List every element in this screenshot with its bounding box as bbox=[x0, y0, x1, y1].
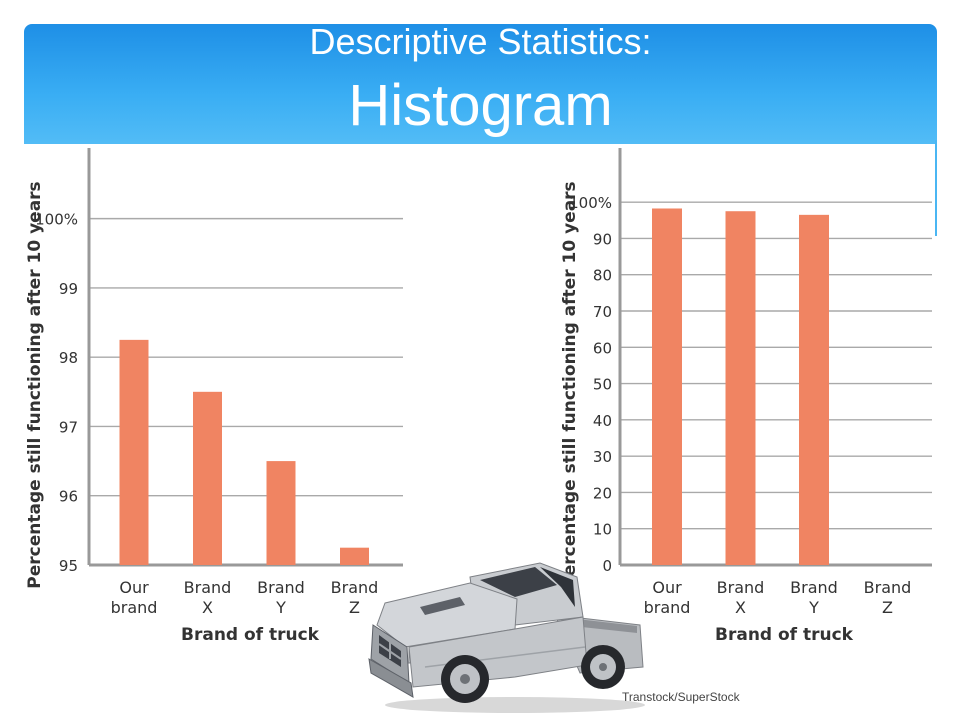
y-tick-label: 80 bbox=[593, 267, 612, 285]
x-tick-label: Our bbox=[119, 578, 149, 597]
bar bbox=[119, 339, 149, 565]
y-tick-label: 90 bbox=[593, 230, 612, 248]
y-tick-label: 98 bbox=[59, 349, 78, 367]
x-tick-label: Our bbox=[652, 578, 682, 597]
bar bbox=[652, 208, 682, 565]
y-tick-label: 70 bbox=[593, 303, 612, 321]
y-tick-label: 0 bbox=[602, 557, 612, 575]
y-tick-label: 99 bbox=[59, 280, 78, 298]
bar bbox=[799, 214, 829, 565]
photo-credit: Transtock/SuperStock bbox=[622, 690, 740, 704]
x-tick-label: Z bbox=[882, 598, 893, 617]
x-axis-title: Brand of truck bbox=[715, 625, 854, 645]
x-axis-title: Brand of truck bbox=[181, 625, 320, 645]
slide-title: Descriptive Statistics: bbox=[309, 21, 652, 62]
bar bbox=[340, 547, 369, 565]
y-tick-label: 20 bbox=[593, 484, 612, 502]
bar bbox=[193, 391, 222, 565]
x-tick-label: Brand bbox=[790, 578, 838, 597]
slide-subtitle: Histogram bbox=[348, 73, 613, 138]
x-tick-label: X bbox=[202, 598, 213, 617]
pickup-truck-photo bbox=[368, 562, 645, 713]
y-axis-title: Percentage still functioning after 10 ye… bbox=[560, 181, 580, 588]
y-tick-label: 96 bbox=[59, 488, 78, 506]
y-tick-label: 100% bbox=[569, 194, 612, 212]
x-tick-label: Brand bbox=[717, 578, 765, 597]
y-tick-label: 10 bbox=[593, 521, 612, 539]
y-tick-label: 40 bbox=[593, 412, 612, 430]
x-tick-label: Y bbox=[808, 598, 819, 617]
y-tick-label: 50 bbox=[593, 376, 612, 394]
banner-edge bbox=[935, 140, 937, 236]
histogram-full-scale: 0102030405060708090100%OurbrandBrandXBra… bbox=[560, 148, 932, 645]
y-axis-title: Percentage still functioning after 10 ye… bbox=[25, 181, 45, 588]
y-tick-label: 60 bbox=[593, 339, 612, 357]
y-tick-label: 30 bbox=[593, 448, 612, 466]
x-tick-label: Brand bbox=[331, 578, 379, 597]
bar bbox=[266, 461, 296, 565]
x-tick-label: X bbox=[735, 598, 746, 617]
y-tick-label: 100% bbox=[35, 211, 78, 229]
x-tick-label: Brand bbox=[257, 578, 305, 597]
y-tick-label: 95 bbox=[59, 557, 78, 575]
histogram-zoomed: 9596979899100%OurbrandBrandXBrandYBrandZ… bbox=[25, 148, 403, 645]
x-tick-label: brand bbox=[111, 598, 158, 617]
x-tick-label: Brand bbox=[864, 578, 912, 597]
x-tick-label: brand bbox=[644, 598, 691, 617]
bar bbox=[725, 211, 756, 565]
x-tick-label: Brand bbox=[184, 578, 232, 597]
title-banner: Descriptive Statistics: Histogram bbox=[24, 24, 937, 144]
y-tick-label: 97 bbox=[59, 418, 78, 436]
x-tick-label: Y bbox=[275, 598, 286, 617]
x-tick-label: Z bbox=[349, 598, 360, 617]
